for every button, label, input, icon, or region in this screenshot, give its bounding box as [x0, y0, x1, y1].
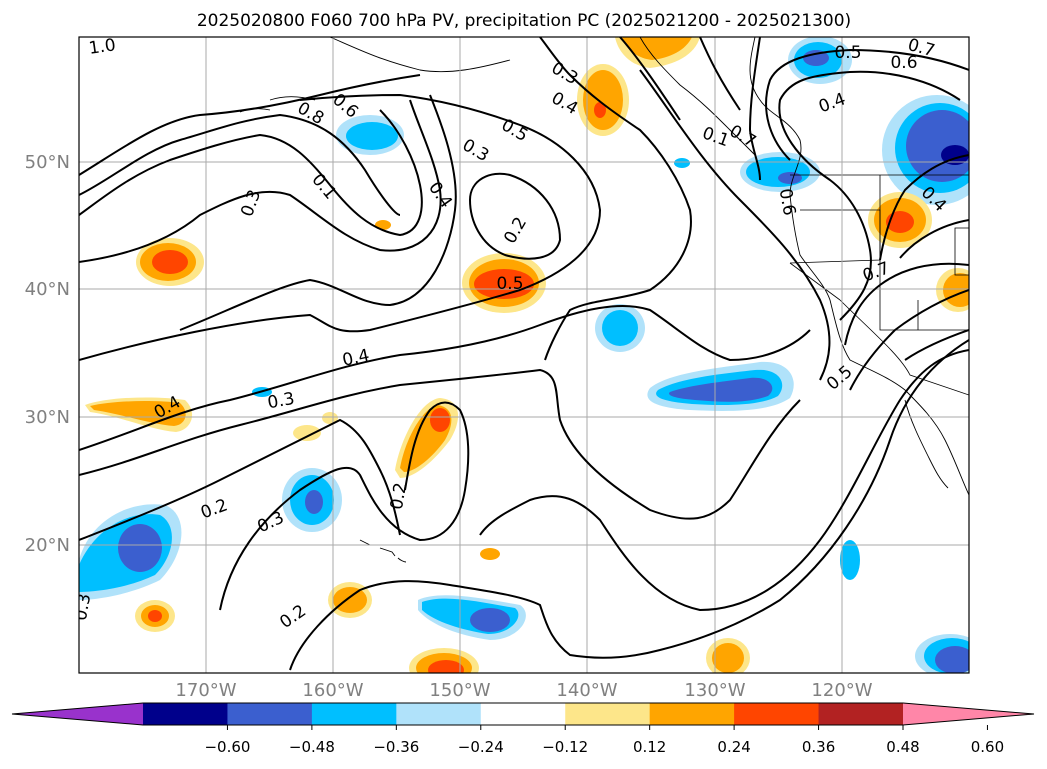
positive-anomaly-area: [293, 425, 321, 441]
negative-anomaly-area: [79, 504, 182, 600]
colorbar-segment: [311, 703, 397, 725]
contour-label: 0.6: [890, 53, 917, 73]
colorbar-segment: [480, 703, 566, 725]
colorbar-tick-label: 0.24: [717, 738, 750, 756]
contour-label: 0.3: [266, 389, 296, 413]
lon-label: 160°W: [302, 680, 363, 701]
negative-anomaly-area: [740, 152, 820, 192]
map-area: 1.0 0.8 0.6 0.3 0.1 0.4 0.3 0.5 0.2 0.5 …: [71, 35, 969, 673]
negative-anomaly-area: [882, 95, 969, 205]
negative-anomaly-area: [336, 115, 404, 155]
colorbar-tick-label: −0.12: [542, 738, 588, 756]
colorbar-tick-label: −0.60: [204, 738, 250, 756]
lon-label: 130°W: [684, 680, 745, 701]
colorbar-tick-label: 0.48: [886, 738, 919, 756]
colorbar-tick-label: −0.24: [458, 738, 504, 756]
lon-label: 140°W: [556, 680, 617, 701]
contour-label: 0.3: [71, 592, 95, 622]
colorbar-tick-label: −0.48: [289, 738, 335, 756]
positive-anomaly-area: [615, 37, 700, 68]
contour-label: 0.5: [496, 274, 523, 294]
contour-label: 0.6: [775, 187, 799, 217]
positive-anomaly-area: [409, 648, 479, 673]
negative-anomaly-area: [282, 468, 342, 532]
positive-anomaly-area: [328, 582, 372, 618]
colorbar-tick-label: 0.60: [971, 738, 1004, 756]
positive-anomaly-area: [706, 638, 750, 673]
colorbar-extend-high: [903, 703, 1034, 725]
colorbar-tick-label: −0.36: [373, 738, 419, 756]
lon-label: 170°W: [175, 680, 236, 701]
negative-anomaly-area: [647, 361, 794, 411]
positive-anomaly-area: [136, 238, 204, 286]
negative-anomaly-area: [674, 158, 690, 168]
map-title: 2025020800 F060 700 hPa PV, precipitatio…: [197, 11, 851, 31]
positive-anomaly-area: [135, 600, 175, 632]
lon-label: 150°W: [429, 680, 490, 701]
positive-anomaly-area: [480, 548, 500, 560]
contour-label: 0.2: [387, 481, 411, 511]
colorbar-segment: [396, 703, 482, 725]
map-frame: [78, 36, 970, 674]
colorbar-segment: [818, 703, 904, 725]
colorbar-segment: [143, 703, 228, 725]
contour-label: 0.5: [834, 43, 861, 63]
lon-label: 120°W: [811, 680, 872, 701]
lat-label: 40°N: [25, 279, 70, 300]
lat-label: 50°N: [25, 152, 70, 173]
lat-label: 20°N: [25, 535, 70, 556]
positive-anomaly-area: [868, 192, 932, 248]
negative-anomaly-area: [418, 595, 526, 640]
negative-anomaly-area: [595, 304, 645, 352]
latitude-labels: 20°N 30°N 40°N 50°N: [25, 152, 70, 556]
positive-anomaly-area: [462, 253, 546, 313]
colorbar-tick-label: 0.12: [633, 738, 666, 756]
gridlines: [79, 37, 969, 673]
colorbar-segment: [734, 703, 820, 725]
negative-anomaly-area: [840, 540, 860, 580]
pv-contours: [79, 37, 969, 671]
positive-anomaly-area: [577, 64, 629, 136]
negative-anomaly-area: [915, 634, 969, 673]
colorbar-extend-low: [12, 703, 143, 725]
negative-anomaly-area: [788, 37, 852, 84]
contour-label: 1.0: [88, 35, 118, 59]
colorbar-segment: [227, 703, 313, 725]
longitude-labels: 170°W 160°W 150°W 140°W 130°W 120°W: [175, 680, 872, 701]
colorbar-segment: [565, 703, 651, 725]
positive-anomaly-area: [322, 412, 338, 424]
colorbar-segment: [649, 703, 735, 725]
colorbar-tick-label: 0.36: [802, 738, 835, 756]
lat-label: 30°N: [25, 407, 70, 428]
colorbar-outline: [11, 702, 1035, 726]
colorbar: −0.60 −0.48 −0.36 −0.24 −0.12 0.12 0.24 0.36 0.4…: [11, 702, 1035, 756]
